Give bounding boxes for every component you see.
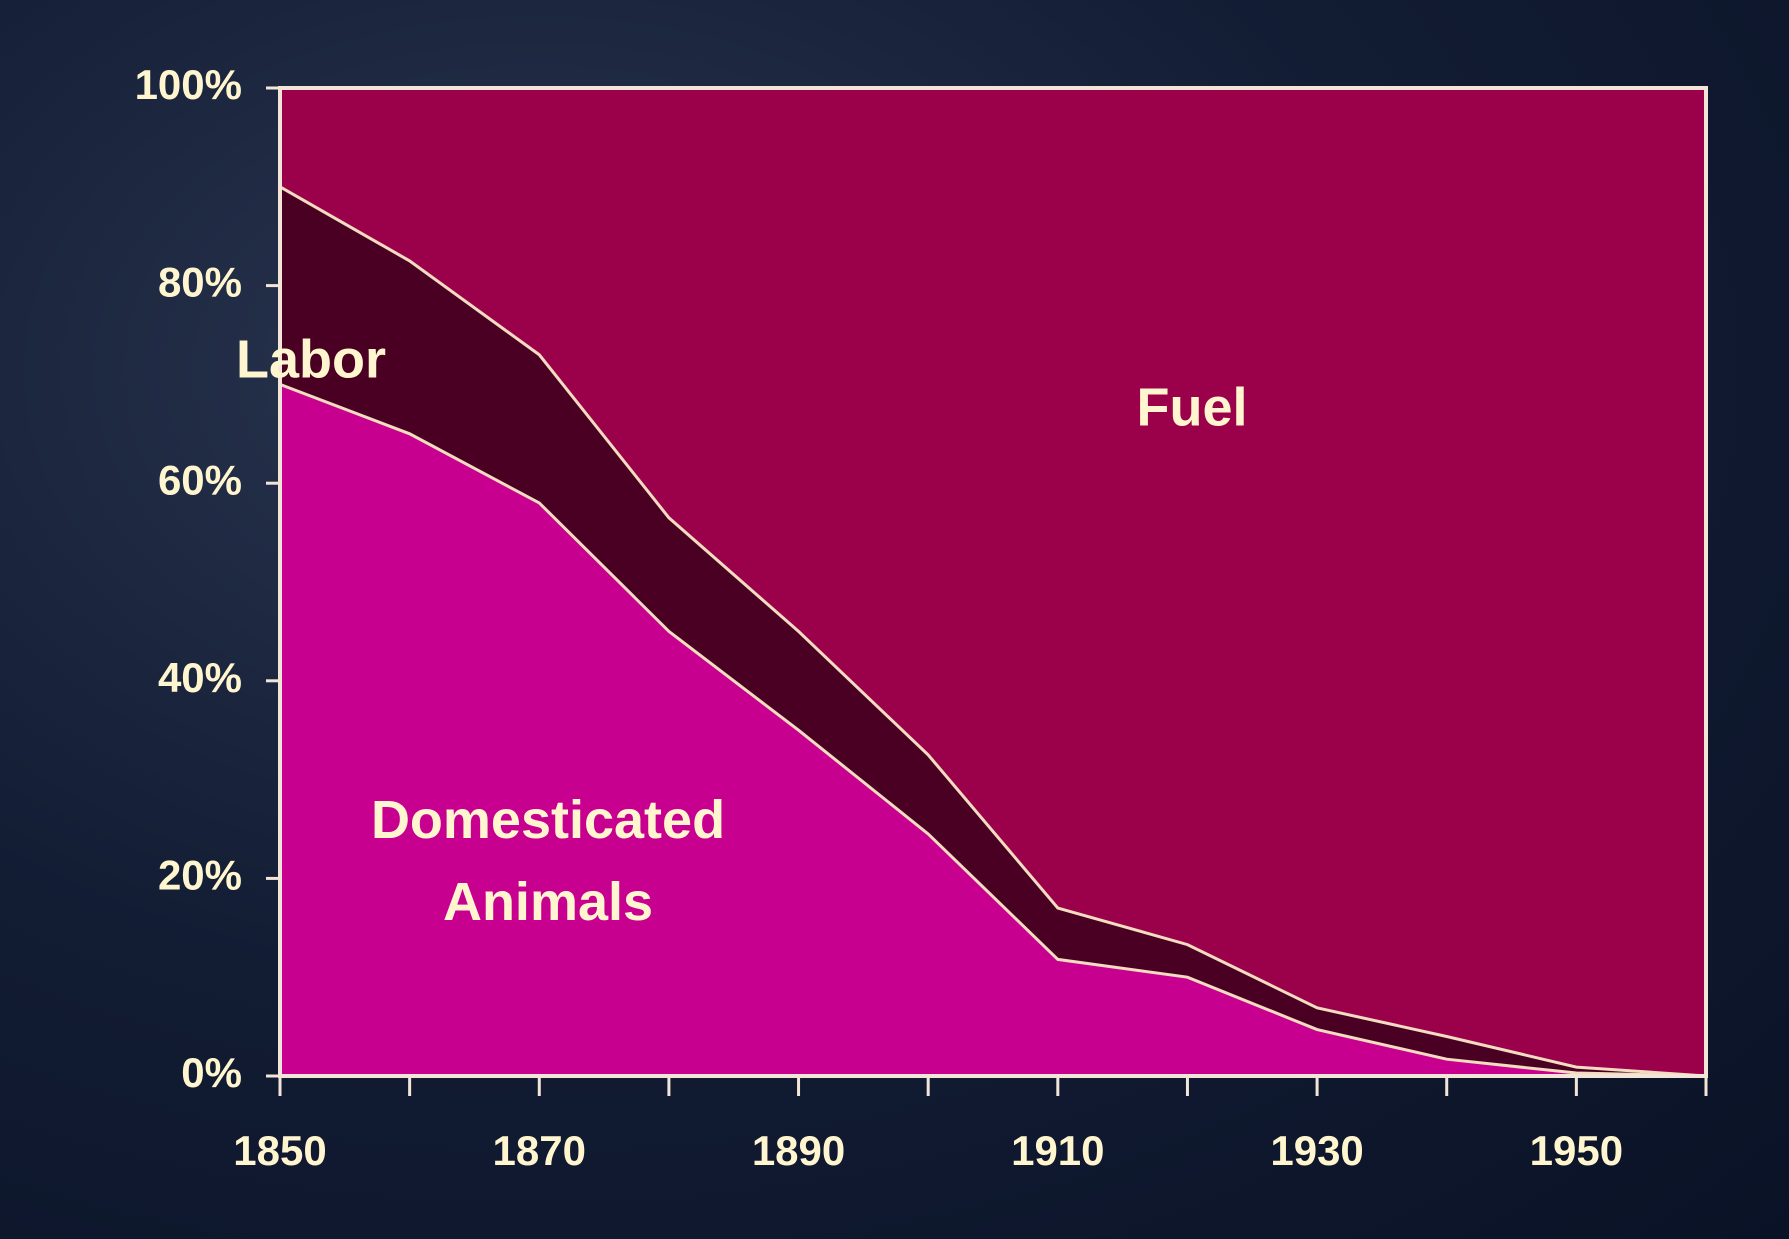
y-tick-label: 100%	[135, 61, 242, 108]
area-label-line: Domesticated	[371, 790, 725, 850]
x-tick-label: 1930	[1270, 1127, 1363, 1174]
area-label-line: Animals	[443, 872, 653, 932]
area-label: Fuel	[1136, 377, 1247, 437]
x-tick-label: 1850	[233, 1127, 326, 1174]
chart: 0% 20% 40% 60% 80% 100% 1850 1870 1890 1910 1930 19…	[0, 0, 1789, 1239]
x-tick-label: 1890	[752, 1127, 845, 1174]
y-tick-label: 80%	[158, 259, 242, 306]
x-tick-label: 1870	[493, 1127, 586, 1174]
y-tick-label: 20%	[158, 851, 242, 898]
y-tick-label: 0%	[181, 1049, 242, 1096]
x-tick-label: 1950	[1530, 1127, 1623, 1174]
area-label: Labor	[236, 329, 386, 389]
y-tick-label: 40%	[158, 654, 242, 701]
y-tick-label: 60%	[158, 456, 242, 503]
page: 0% 20% 40% 60% 80% 100% 1850 1870 1890 1910 1930 19…	[0, 0, 1789, 1239]
x-tick-label: 1910	[1011, 1127, 1104, 1174]
